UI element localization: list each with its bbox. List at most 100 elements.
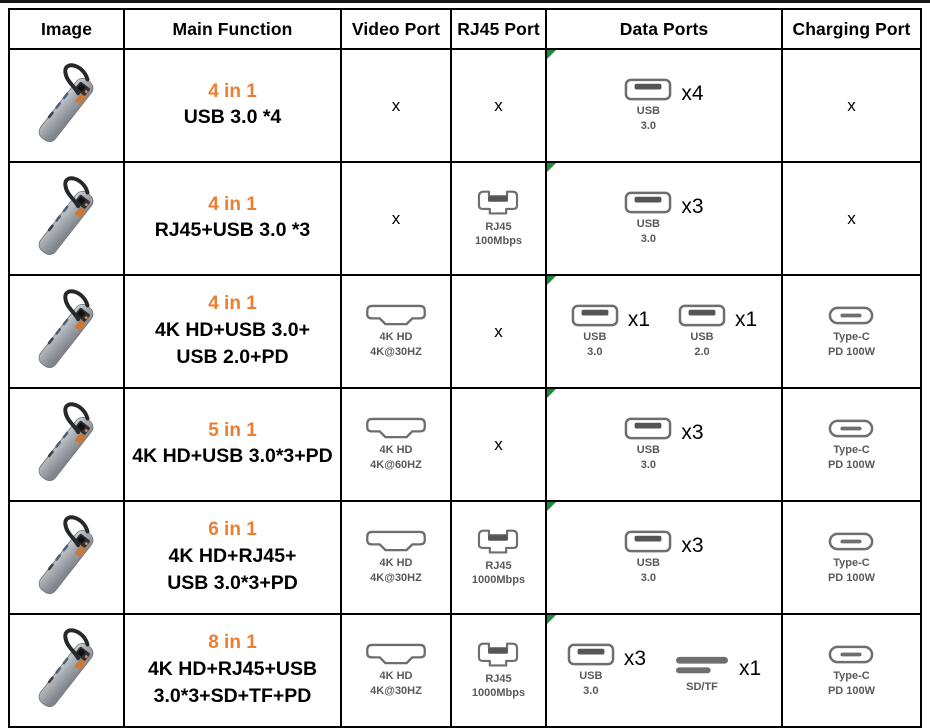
kit-badge: 4 in 1 (208, 193, 257, 215)
port-label: 4K HD (379, 444, 413, 457)
type-c-port-icon (828, 643, 874, 666)
no-port-mark: x (391, 209, 401, 228)
data-port-group: USB 3.0 x3 (624, 417, 704, 472)
port-label: RJ45 (485, 559, 512, 572)
table-row: 4 in 1 USB 3.0 *4 x x USB 3.0 x4 x (10, 50, 920, 163)
hub-product-image (20, 58, 114, 154)
hdmi-port-icon (365, 530, 427, 553)
data-ports-cell: USB 3.0 x3 SD/TF x1 (547, 615, 783, 726)
function-text-line: 4K HD+RJ45+USB (147, 658, 318, 681)
rj45-port-cell: x (452, 389, 547, 500)
top-edge-line (0, 0, 930, 3)
rj45-port-cell: RJ45 100Mbps (452, 163, 547, 274)
type-c-port: Type-C PD 100W (828, 304, 875, 359)
charging-port-cell: Type-C PD 100W (783, 389, 920, 500)
port-label: 2.0 (694, 345, 710, 358)
charging-port-cell: x (783, 163, 920, 274)
hdmi-port-icon (365, 417, 427, 440)
green-corner-marker (547, 50, 556, 59)
image-cell (10, 163, 125, 274)
sd-tf-slot-icon (674, 653, 730, 678)
port-label: 3.0 (640, 119, 657, 132)
function-text-line: USB 2.0+PD (176, 345, 289, 368)
video-port-cell: x (342, 163, 452, 274)
port-count: x3 (623, 647, 646, 671)
port-count: x1 (627, 308, 650, 332)
table-row: 4 in 1 4K HD+USB 3.0+ USB 2.0+PD 4K HD 4… (10, 276, 920, 389)
data-ports-cell: USB 3.0 x3 (547, 163, 783, 274)
port-label: 3.0 (640, 458, 657, 471)
function-text-line: 4K HD+USB 3.0*3+PD (132, 445, 333, 468)
data-port-group: USB 3.0 x3 (624, 530, 704, 585)
port-label: PD 100W (827, 458, 876, 471)
green-corner-marker (547, 502, 556, 511)
main-function-cell: 8 in 1 4K HD+RJ45+USB 3.0*3+SD+TF+PD (125, 615, 342, 726)
type-c-port-icon (828, 530, 874, 553)
function-text-line: 4K HD+RJ45+ (168, 545, 297, 568)
data-ports-cell: USB 3.0 x1 USB 2.0 x1 (547, 276, 783, 387)
image-cell (10, 615, 125, 726)
kit-badge: 4 in 1 (208, 293, 257, 315)
port-label: 4K@30HZ (370, 345, 422, 358)
hdmi-port: 4K HD 4K@30HZ (365, 530, 427, 585)
port-label: PD 100W (827, 684, 876, 697)
image-cell (10, 50, 125, 161)
column-header-charging-port: Charging Port (792, 18, 911, 39)
port-label: USB (636, 105, 661, 118)
port-label: Type-C (833, 670, 870, 683)
port-label: RJ45 (485, 672, 512, 685)
no-port-mark: x (847, 209, 856, 228)
data-port-group: USB 3.0 x3 (624, 191, 704, 246)
video-port-cell: x (342, 50, 452, 161)
hdmi-port-icon (365, 304, 427, 327)
usb-a-icon (567, 643, 615, 666)
port-label: USB (579, 670, 603, 683)
port-label: USB (636, 444, 661, 457)
column-header-video-port: Video Port (342, 10, 452, 48)
hub-product-image (20, 171, 114, 267)
video-port-cell: 4K HD 4K@30HZ (342, 615, 452, 726)
port-label: Type-C (833, 557, 870, 570)
no-port-mark: x (494, 96, 503, 115)
charging-port-cell: Type-C PD 100W (783, 502, 920, 613)
data-ports-cell: USB 3.0 x3 (547, 389, 783, 500)
function-text-line: 3.0*3+SD+TF+PD (153, 684, 312, 707)
port-label: 3.0 (587, 345, 603, 358)
function-text-line: USB 3.0 *4 (183, 106, 282, 129)
port-count: x3 (681, 195, 704, 219)
video-port-cell: 4K HD 4K@30HZ (342, 502, 452, 613)
port-label: USB (583, 331, 607, 344)
hdmi-port: 4K HD 4K@30HZ (365, 304, 427, 359)
hub-product-image (20, 284, 114, 380)
column-header-data-ports: Data Ports (547, 10, 783, 48)
rj45-port: RJ45 1000Mbps (472, 641, 525, 701)
header-row: Image Main Function Video Port RJ45 Port… (10, 10, 920, 50)
port-label: USB (690, 331, 714, 344)
port-label: 4K@30HZ (370, 684, 422, 697)
column-header-rj45-port: RJ45 Port (452, 10, 547, 48)
kit-badge: 5 in 1 (208, 419, 257, 441)
port-label: PD 100W (827, 571, 876, 584)
port-label: 4K@30HZ (370, 571, 422, 584)
data-port-group: USB 3.0 x1 (571, 304, 650, 359)
green-corner-marker (547, 163, 556, 172)
image-cell (10, 389, 125, 500)
product-comparison-table: Image Main Function Video Port RJ45 Port… (8, 8, 922, 728)
port-label: 4K HD (379, 331, 413, 344)
main-function-cell: 5 in 1 4K HD+USB 3.0*3+PD (125, 389, 342, 500)
kit-badge: 8 in 1 (208, 632, 257, 654)
function-text-line: RJ45+USB 3.0 *3 (154, 219, 311, 242)
port-label: 100Mbps (474, 235, 523, 247)
usb-port: USB 2.0 (678, 304, 726, 359)
usb-a-icon (678, 304, 726, 327)
type-c-port-icon (828, 304, 874, 327)
rj45-port: RJ45 100Mbps (475, 189, 522, 249)
data-port-group: USB 3.0 x3 (567, 643, 646, 698)
usb-port: USB 3.0 (624, 530, 672, 585)
green-corner-marker (547, 276, 556, 285)
charging-port-cell: Type-C PD 100W (783, 615, 920, 726)
data-port-group: USB 3.0 x4 (624, 78, 704, 133)
main-function-cell: 4 in 1 USB 3.0 *4 (125, 50, 342, 161)
usb-port: USB 3.0 (567, 643, 615, 698)
rj45-port-icon (476, 189, 520, 218)
